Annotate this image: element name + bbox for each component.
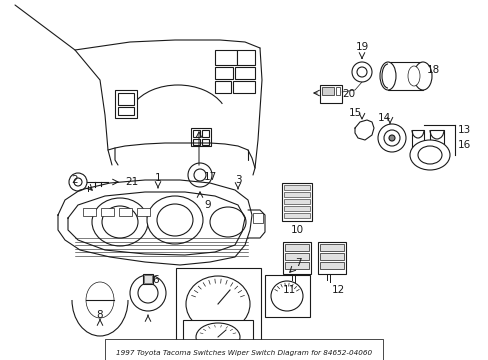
Text: 8: 8 <box>97 310 103 320</box>
Text: 10: 10 <box>290 225 303 235</box>
Circle shape <box>74 178 82 186</box>
Bar <box>264 275 309 317</box>
Ellipse shape <box>157 204 193 236</box>
Bar <box>115 90 137 118</box>
Text: 7: 7 <box>294 258 301 268</box>
Text: 13: 13 <box>457 125 470 135</box>
Text: 19: 19 <box>355 42 368 52</box>
Bar <box>319 244 343 251</box>
Bar <box>83 208 96 216</box>
Text: 20: 20 <box>341 89 354 99</box>
Ellipse shape <box>196 323 240 351</box>
Bar <box>118 93 134 105</box>
Bar <box>285 253 308 260</box>
Circle shape <box>383 130 399 146</box>
Bar <box>319 253 343 260</box>
Bar <box>176 268 261 340</box>
Bar <box>215 50 237 65</box>
Text: 17: 17 <box>203 172 217 182</box>
Bar <box>317 242 346 274</box>
Bar <box>143 275 152 283</box>
Bar <box>237 50 254 65</box>
Bar <box>284 199 309 204</box>
Ellipse shape <box>409 140 449 170</box>
Text: 2: 2 <box>72 175 78 185</box>
Bar <box>284 206 309 211</box>
Bar <box>235 67 254 79</box>
Bar <box>142 274 153 284</box>
Bar <box>283 242 310 274</box>
Bar <box>193 130 200 137</box>
Text: 1997 Toyota Tacoma Switches Wiper Switch Diagram for 84652-04060: 1997 Toyota Tacoma Switches Wiper Switch… <box>116 350 371 356</box>
Ellipse shape <box>185 276 249 332</box>
Circle shape <box>356 67 366 77</box>
Ellipse shape <box>417 146 441 164</box>
Bar <box>232 81 254 93</box>
Bar <box>321 87 333 95</box>
Text: 11: 11 <box>282 285 295 295</box>
Text: 5: 5 <box>214 342 221 352</box>
Text: 14: 14 <box>377 113 390 123</box>
Bar <box>119 208 132 216</box>
Ellipse shape <box>379 62 395 90</box>
Circle shape <box>377 124 405 152</box>
Bar <box>202 139 208 145</box>
Ellipse shape <box>413 62 431 90</box>
Text: 6: 6 <box>152 275 158 285</box>
Circle shape <box>69 173 87 191</box>
Text: 3: 3 <box>234 175 241 185</box>
Text: 9: 9 <box>203 200 210 210</box>
Bar <box>118 107 134 115</box>
Bar <box>183 320 252 355</box>
Bar <box>282 183 311 221</box>
Ellipse shape <box>407 66 419 86</box>
Circle shape <box>388 135 394 141</box>
Bar <box>319 85 341 103</box>
Bar <box>101 208 114 216</box>
Bar <box>429 130 443 158</box>
Text: 15: 15 <box>347 108 361 118</box>
Bar <box>284 192 309 197</box>
Circle shape <box>194 169 205 181</box>
Text: 18: 18 <box>426 65 439 75</box>
Ellipse shape <box>86 282 114 318</box>
Circle shape <box>138 283 158 303</box>
Ellipse shape <box>92 198 148 246</box>
Circle shape <box>187 163 212 187</box>
Ellipse shape <box>270 281 303 311</box>
Ellipse shape <box>209 207 245 237</box>
Ellipse shape <box>147 196 203 244</box>
Bar <box>284 213 309 218</box>
Text: 21: 21 <box>125 177 138 187</box>
Bar <box>319 262 343 269</box>
Text: 1: 1 <box>154 173 161 183</box>
Ellipse shape <box>102 206 138 238</box>
Bar <box>193 139 200 145</box>
Bar <box>202 130 208 137</box>
Bar <box>335 87 339 95</box>
Bar <box>215 67 232 79</box>
Circle shape <box>130 275 165 311</box>
Bar <box>411 130 423 158</box>
Bar <box>284 185 309 190</box>
Text: 12: 12 <box>331 285 345 295</box>
Bar <box>252 213 263 223</box>
Bar <box>387 62 422 90</box>
Bar <box>215 81 230 93</box>
Bar <box>137 208 150 216</box>
Text: 16: 16 <box>457 140 470 150</box>
Bar <box>285 244 308 251</box>
Circle shape <box>351 62 371 82</box>
Bar <box>191 128 210 146</box>
Text: 4: 4 <box>214 354 221 360</box>
Bar <box>285 262 308 269</box>
